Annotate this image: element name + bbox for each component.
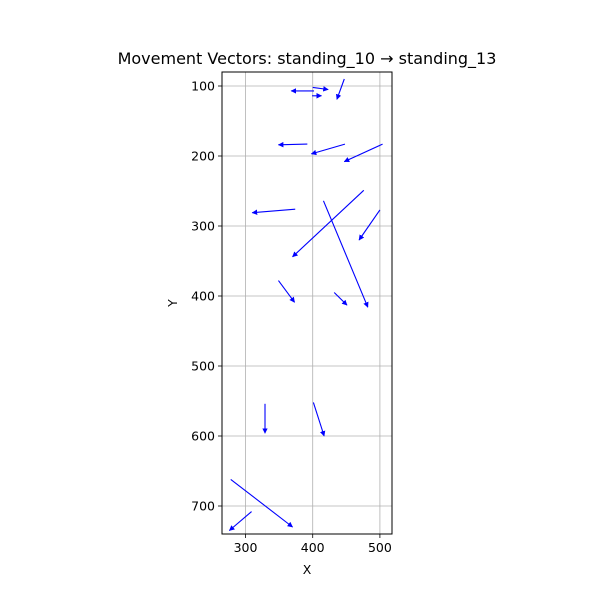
movement-vector-arrow (228, 511, 252, 531)
movement-vector-arrow (336, 78, 345, 100)
x-axis-label: X (303, 562, 312, 577)
grid (222, 72, 392, 534)
y-tick-label: 700 (191, 499, 215, 514)
chart-title: Movement Vectors: standing_10 → standing… (118, 49, 497, 69)
movement-vector-arrow (230, 478, 293, 528)
y-tick-label: 600 (191, 429, 215, 444)
movement-vector-arrow (333, 292, 348, 306)
x-tick-label: 400 (301, 540, 325, 555)
movement-vector-arrow (278, 280, 296, 303)
x-tick-label: 300 (234, 540, 258, 555)
movement-vector-arrow (277, 141, 308, 148)
y-tick-label: 200 (191, 149, 215, 164)
movement-vector-arrow (312, 86, 329, 92)
movement-vector-arrow (292, 189, 365, 258)
movement-vector-arrow (312, 402, 326, 437)
ticks: 300 400 500 100 200 300 400 500 600 700 (191, 79, 392, 556)
vector-layer (228, 78, 383, 531)
plot-frame (221, 71, 393, 535)
movement-vector-arrow (343, 143, 383, 163)
y-axis-label: Y (165, 299, 180, 308)
y-tick-label: 100 (191, 79, 215, 94)
movement-vector-arrow (251, 208, 296, 216)
movement-vector-arrow (310, 143, 346, 156)
y-tick-label: 300 (191, 219, 215, 234)
movement-vector-arrow (322, 200, 369, 308)
y-tick-label: 400 (191, 289, 215, 304)
movement-vector-arrow (358, 209, 381, 241)
y-tick-label: 500 (191, 359, 215, 374)
x-tick-label: 500 (368, 540, 392, 555)
